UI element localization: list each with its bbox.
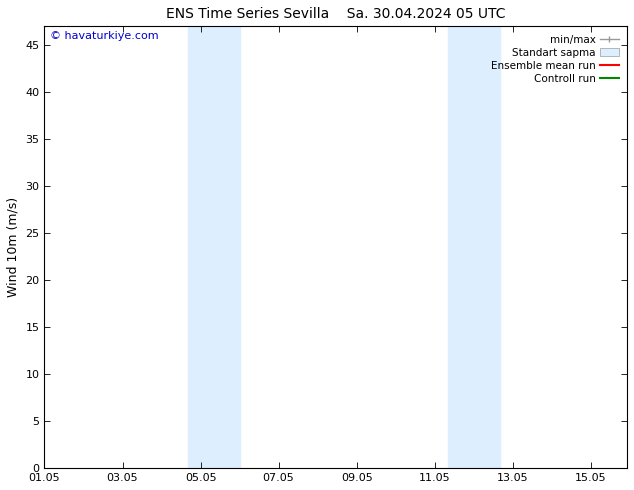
Legend: min/max, Standart sapma, Ensemble mean run, Controll run: min/max, Standart sapma, Ensemble mean r…	[488, 31, 622, 87]
Y-axis label: Wind 10m (m/s): Wind 10m (m/s)	[7, 197, 20, 297]
Bar	[188, 26, 214, 468]
Text: © havaturkiye.com: © havaturkiye.com	[50, 31, 159, 41]
Bar	[474, 26, 500, 468]
Bar	[214, 26, 240, 468]
Title: ENS Time Series Sevilla    Sa. 30.04.2024 05 UTC: ENS Time Series Sevilla Sa. 30.04.2024 0…	[166, 7, 505, 21]
Bar	[448, 26, 474, 468]
